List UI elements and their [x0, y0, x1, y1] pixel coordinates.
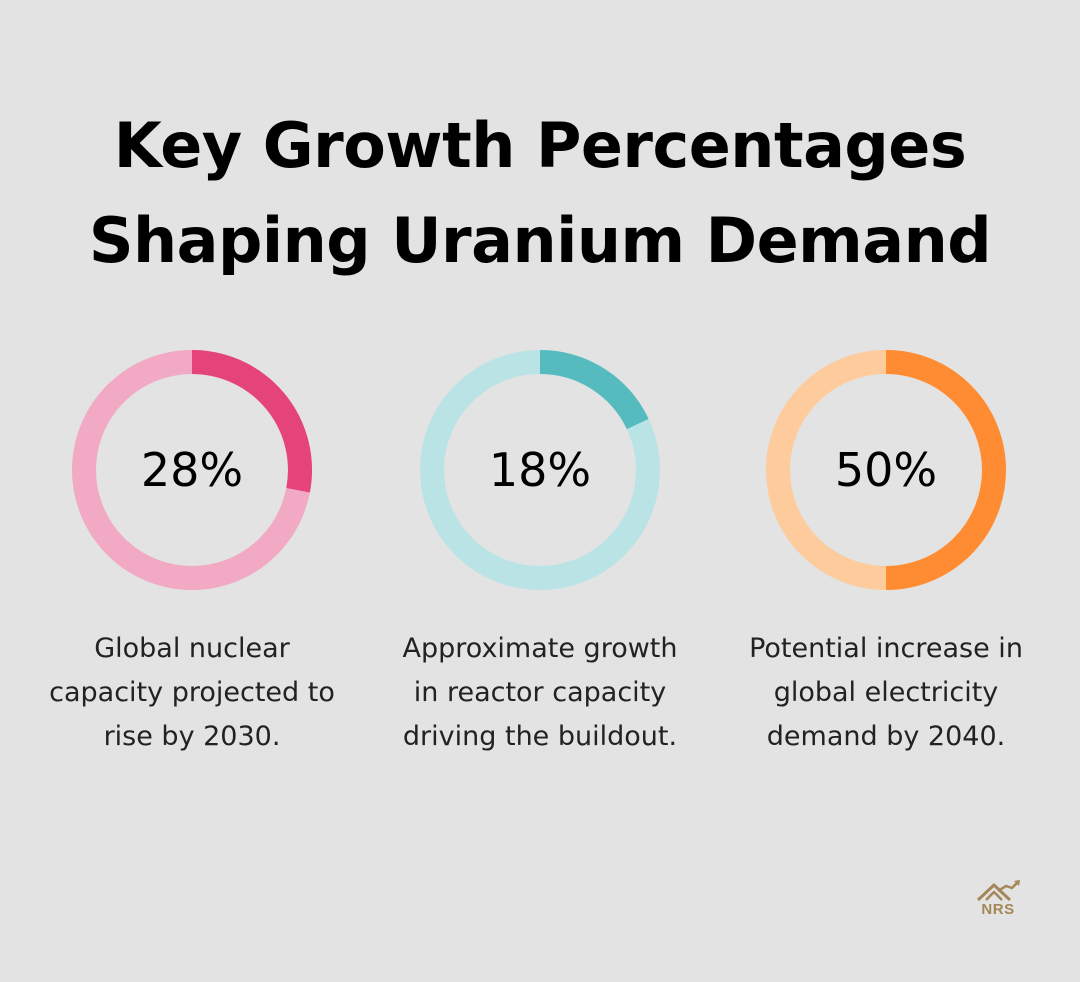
description-line: demand by 2040.: [766, 721, 1006, 752]
donut-chart-1: [72, 350, 312, 590]
donut-value-arc: [539, 350, 649, 430]
stat-card-3: 50% Potential increase in global electri…: [716, 340, 1056, 760]
percentage-label-1: 28%: [140, 443, 244, 497]
donut-chart-3: [766, 350, 1006, 590]
donut-value-arc: [885, 350, 1006, 590]
title-line-2: Shaping Uranium Demand: [88, 204, 992, 277]
logo-text: NRS: [981, 901, 1015, 918]
house-chart-icon: [976, 880, 1020, 902]
donut-chart-2: [420, 350, 660, 590]
stat-description-2: Approximate growth in reactor capacity d…: [370, 627, 710, 759]
stat-description-3: Potential increase in global electricity…: [716, 627, 1056, 759]
description-line: Global nuclear: [94, 633, 290, 664]
stat-card-2: 18% Approximate growth in reactor capaci…: [370, 340, 710, 760]
percentage-label-3: 50%: [834, 443, 938, 497]
description-line: driving the buildout.: [402, 721, 678, 752]
description-line: in reactor capacity: [413, 677, 667, 708]
stat-description-1: Global nuclear capacity projected to ris…: [22, 627, 362, 759]
description-line: Potential increase in: [749, 633, 1023, 664]
description-line: Approximate growth: [402, 633, 678, 664]
description-line: capacity projected to: [49, 677, 335, 708]
stat-card-1: 28% Global nuclear capacity projected to…: [22, 340, 362, 760]
brand-logo: NRS: [972, 878, 1024, 922]
percentage-label-2: 18%: [488, 443, 592, 497]
donut-value-arc: [191, 350, 312, 493]
page-title: Key Growth Percentages Shaping Uranium D…: [0, 98, 1080, 288]
description-line: global electricity: [773, 677, 999, 708]
description-line: rise by 2030.: [103, 721, 281, 752]
title-line-1: Key Growth Percentages: [113, 109, 967, 182]
